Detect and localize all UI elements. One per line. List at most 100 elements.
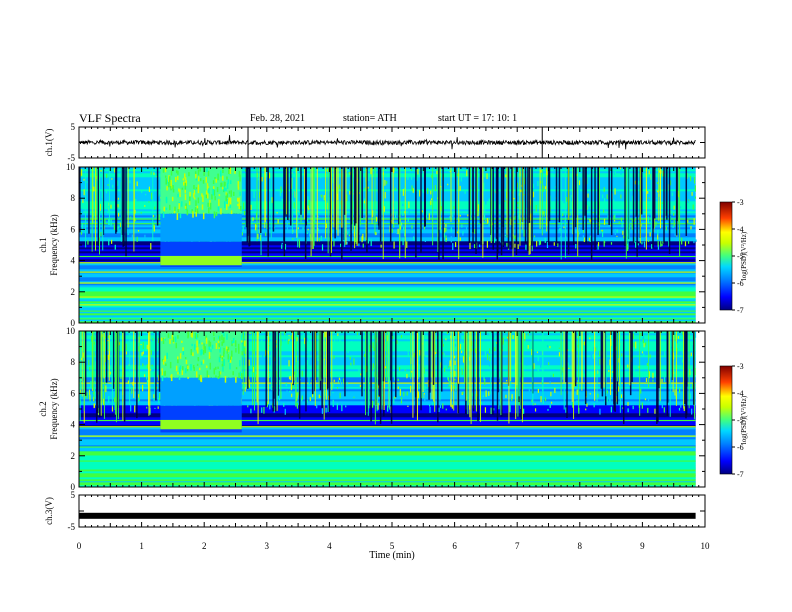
ch1-spectrogram-panel-speckle [664,183,667,188]
ch1-spectrogram-panel-speckle [464,191,466,194]
ch2-spectrogram-panel-bright-block-speckle [239,360,241,367]
ch2-spectrogram-panel-bright-block-speckle [187,365,189,370]
ch2-spectrogram-panel-speckle [548,362,550,366]
ch2-spectrogram-panel-speckle [673,370,675,373]
ch1-spectrogram-panel-bright-block-speckle [226,198,228,204]
ch1-spectrogram-panel-bright-block-speckle [199,178,202,182]
ch2-spectrogram-panel-sferic [437,331,439,423]
ch2-spectrogram-panel-band [79,475,696,478]
ch2-spectrogram-panel-bright-block-speckle [190,332,193,337]
ch2-spectrogram-panel-narrowband [79,468,696,470]
ch1-spectrogram-panel-speckle [453,206,455,209]
ch2-spectrogram-panel-speckle [131,388,133,394]
ch1-spectrogram-panel-speckle [561,222,563,225]
ch2-spectrogram-panel-sferic [370,331,372,422]
ch1-spectrogram-panel-sferic [124,167,126,232]
ch1-spectrogram-panel-sferic [351,167,353,225]
ch2-spectrogram-panel-speckle [498,360,500,365]
ch1-spectrogram-panel-sferic [519,167,521,246]
ch1-spectrogram-panel-speckle [523,194,525,196]
ch2-spectrogram-panel-band [79,459,696,462]
ch2-spectrogram-panel-speckle [286,390,288,395]
ch1-spectrogram-panel-bright-block-speckle [228,190,231,194]
ch1-spectrogram-panel-speckle [83,224,85,232]
ch1-spectrogram-panel-speckle [114,244,116,250]
ch2-spectrogram-panel-speckle [488,361,491,367]
ch2-spectrogram-panel-colorbar-tick-label: -5 [737,416,744,425]
ch2-spectrogram-panel-speckle [356,332,359,336]
ch1-spectrogram-panel-band [79,175,696,178]
ch2-spectrogram-panel-speckle [541,372,543,374]
ch1-spectrogram-panel-sferic [636,167,638,257]
ch2-spectrogram-panel-band [79,415,696,418]
ch1-spectrogram-panel-band [79,195,696,198]
ch1-spectrogram-panel-band [79,229,696,232]
ch1-spectrogram-panel-sferic [120,167,122,242]
ch2-spectrogram-panel-speckle [137,397,139,403]
x-tick-label: 3 [265,541,270,551]
ch2-spectrogram-panel-speckle [125,351,128,355]
ch2-spectrogram-panel-speckle [339,339,341,342]
ch1-spectrogram-panel-bright-block-speckle [214,177,216,180]
ch1-spectrogram-panel-bright-block-speckle [212,188,214,196]
ch1-spectrogram-panel-speckle [518,193,520,196]
ch2-spectrogram-panel-speckle [531,349,533,356]
ch1-spectrogram-panel-bright-block-speckle [197,197,200,204]
ch1-spectrogram-panel-speckle [129,185,131,188]
ch2-spectrogram-panel-speckle [689,366,691,368]
ch1-spectrogram-panel-sferic [678,167,680,224]
ch1-spectrogram-panel-sferic [125,167,127,257]
ch2-spectrogram-panel-speckle [461,368,463,371]
ch2-spectrogram-panel-speckle [533,363,535,369]
ch1-spectrogram-panel-speckle [690,225,692,230]
x-axis-label: Time (min) [369,550,414,561]
ch1-spectrogram-panel-speckle [588,237,591,241]
ch1-spectrogram-panel-speckle [281,198,283,206]
ch1-spectrogram-panel-colorbar-label: log(PSD)(V²/Hz) [740,231,748,280]
ch1-spectrogram-panel-speckle [360,169,362,171]
ch2-spectrogram-panel-speckle [468,399,470,403]
ch2-spectrogram-panel-bright-block-speckle [175,342,178,349]
ch1-spectrogram-panel-sferic [564,167,566,259]
ch1-spectrogram-panel-speckle [631,195,634,202]
ch1-spectrogram-panel-speckle [342,230,344,234]
ch2-spectrogram-panel-speckle [663,407,665,413]
ch1-spectrogram-panel-speckle [606,194,608,200]
ch1-spectrogram-panel-speckle [320,235,322,241]
ch2-spectrogram-panel-speckle [152,338,154,341]
ch2-spectrogram-panel-speckle [571,383,573,387]
ch1-spectrogram-panel-speckle [578,188,580,194]
ch1-spectrogram-panel-speckle [80,169,83,176]
ch2-spectrogram-panel-speckle [644,398,647,401]
ch1-spectrogram-panel-speckle [485,198,487,205]
ch2-spectrogram-panel-speckle [404,369,406,371]
ch2-spectrogram-panel-speckle [498,405,500,410]
ch1-spectrogram-panel-colorbar-tick-label: -3 [737,198,744,207]
ch1-spectrogram-panel-speckle [613,172,615,176]
ch2-spectrogram-panel-band [79,349,696,352]
ch2-spectrogram-panel-bright-block-speckle [219,347,221,353]
ch2-spectrogram-panel-sferic [631,331,633,382]
ch1-spectrogram-panel-speckle [626,244,629,252]
ch1-spectrogram-panel-band [79,205,696,208]
ch1-spectrogram-panel-bright-block-speckle [229,203,231,209]
ch1-spectrogram-panel-speckle [87,240,89,245]
ch1-spectrogram-panel-speckle [340,243,342,247]
ch1-spectrogram-panel-speckle [419,190,421,197]
ch2-spectrogram-panel-sferic [675,331,677,406]
ch2-spectrogram-panel-speckle [615,401,617,404]
ch2-spectrogram-panel-speckle [632,405,634,410]
ch2-spectrogram-panel-speckle [620,394,623,398]
ch1-spectrogram-panel-bright-block-speckle [227,179,229,184]
ch2-spectrogram-panel-colorbar-tick-label: -4 [737,389,744,398]
ch2-spectrogram-panel-speckle [410,338,412,342]
ch1-spectrogram-panel-bright-block-speckle [220,208,222,215]
ch1-spectrogram-panel-speckle [506,235,508,238]
ch1-spectrogram-panel-band [79,245,696,248]
ch1-spectrogram-panel-sferic [399,167,401,251]
ch2-spectrogram-panel-speckle [641,371,643,378]
ch2-spectrogram-panel-speckle [384,366,387,369]
ch2-spectrogram-panel-speckle [554,394,557,400]
ch1-spectrogram-panel-sferic [341,167,343,228]
ch1-spectrogram-panel-speckle [158,191,160,197]
